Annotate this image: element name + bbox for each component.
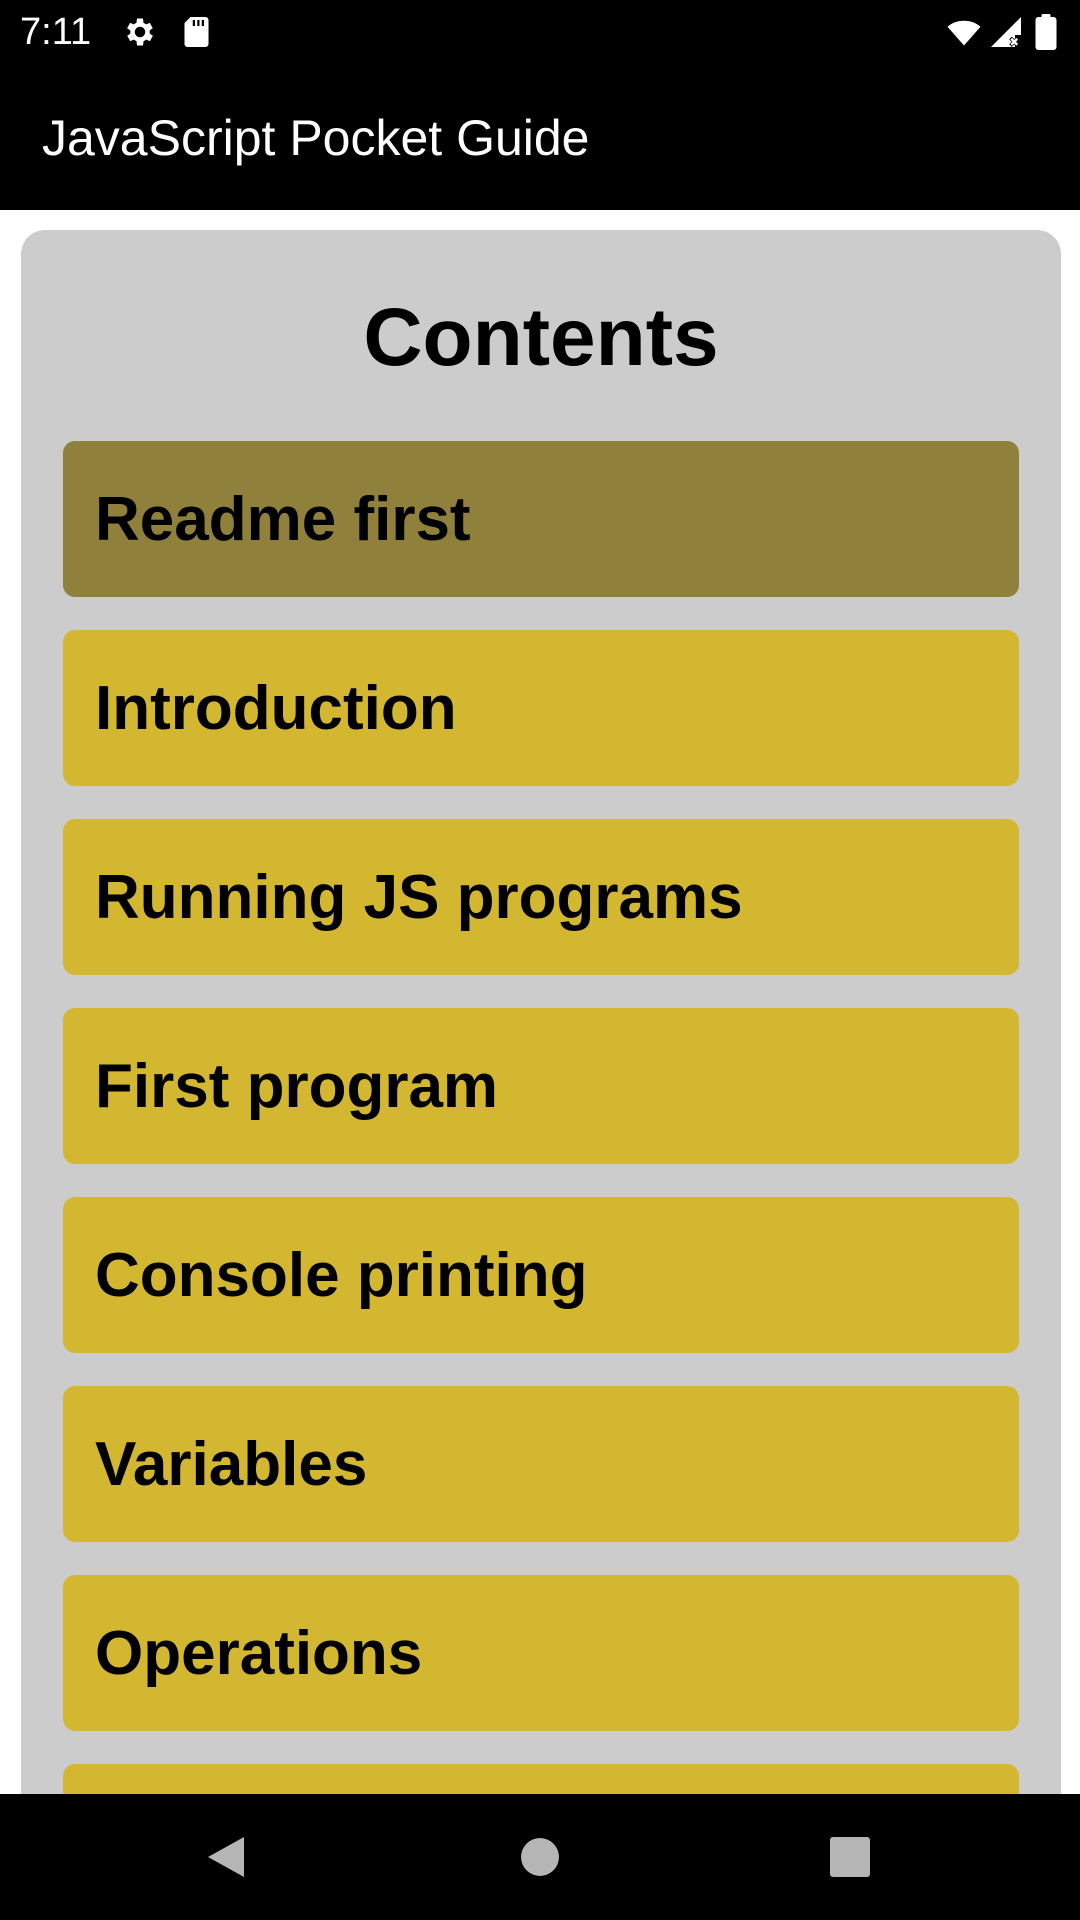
toc-item-first-program[interactable]: First program [63, 1008, 1019, 1164]
sd-card-icon [184, 17, 209, 47]
toc-item-variables[interactable]: Variables [63, 1386, 1019, 1542]
nav-bar [0, 1794, 1080, 1920]
cell-signal-icon [991, 17, 1021, 47]
toc-item-partial[interactable] [63, 1764, 1019, 1794]
contents-card: Contents Readme first Introduction Runni… [21, 230, 1061, 1794]
home-icon [521, 1838, 559, 1876]
toc-item-label: Operations [95, 1618, 423, 1688]
toc-item-readme-first[interactable]: Readme first [63, 441, 1019, 597]
status-bar: 7:11 [0, 0, 1080, 64]
toc-item-label: Introduction [95, 673, 457, 743]
toc-item-introduction[interactable]: Introduction [63, 630, 1019, 786]
recents-icon [830, 1837, 870, 1877]
back-button[interactable] [166, 1794, 286, 1920]
toc-item-running-js-programs[interactable]: Running JS programs [63, 819, 1019, 975]
recents-button[interactable] [790, 1794, 910, 1920]
status-time: 7:11 [20, 11, 92, 53]
app-bar: JavaScript Pocket Guide [0, 64, 1080, 210]
back-icon [208, 1837, 244, 1877]
settings-icon [127, 18, 153, 46]
toc-item-operations[interactable]: Operations [63, 1575, 1019, 1731]
wifi-icon [947, 20, 981, 46]
battery-icon [1035, 14, 1057, 50]
toc-item-label: Console printing [95, 1240, 588, 1310]
toc-item-label: First program [95, 1051, 499, 1121]
toc-item-label: Running JS programs [95, 862, 743, 932]
app-title: JavaScript Pocket Guide [42, 110, 590, 166]
toc-item-console-printing[interactable]: Console printing [63, 1197, 1019, 1353]
toc-item-label: Variables [95, 1429, 368, 1499]
content-area[interactable]: Contents Readme first Introduction Runni… [0, 210, 1080, 1794]
home-button[interactable] [480, 1794, 600, 1920]
contents-heading: Contents [363, 292, 719, 383]
toc-item-label: Readme first [95, 484, 471, 554]
